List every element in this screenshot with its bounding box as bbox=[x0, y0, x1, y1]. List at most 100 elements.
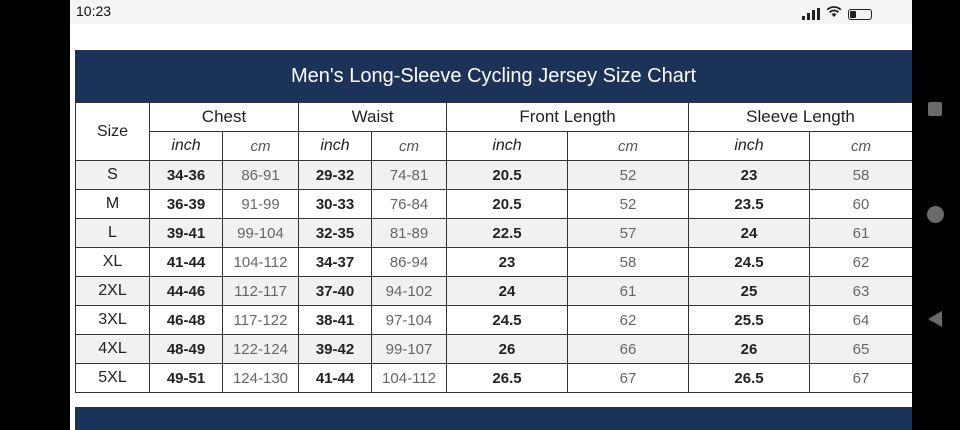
table-cell: 48-49 bbox=[149, 334, 223, 364]
size-cell: S bbox=[75, 160, 150, 190]
signal-icon bbox=[802, 8, 820, 20]
table-cell: 32-35 bbox=[298, 218, 373, 248]
status-time: 10:23 bbox=[76, 3, 112, 19]
table-cell: 39-41 bbox=[149, 218, 223, 248]
table-cell: 52 bbox=[567, 160, 690, 190]
table-cell: 24 bbox=[446, 276, 569, 306]
table-cell: 36-39 bbox=[149, 189, 223, 219]
table-cell: 64 bbox=[809, 305, 912, 335]
table-cell: 112-117 bbox=[221, 276, 300, 306]
table-cell: 86-91 bbox=[221, 160, 300, 190]
table-cell: 29-32 bbox=[298, 160, 373, 190]
table-cell: 61 bbox=[809, 218, 912, 248]
size-header: Size bbox=[75, 102, 150, 161]
unit-header: cm bbox=[221, 131, 300, 161]
status-icons bbox=[802, 5, 872, 23]
table-cell: 39-42 bbox=[298, 334, 373, 364]
status-bar: 10:23 bbox=[70, 0, 912, 24]
table-cell: 26.5 bbox=[446, 363, 569, 393]
screen: 10:23 Men's Long-Sleeve Cycling Jersey S… bbox=[70, 0, 912, 430]
unit-header: inch bbox=[446, 131, 569, 161]
table-cell: 20.5 bbox=[446, 189, 569, 219]
table-row: 4XL 48-49 122-124 39-42 99-107 26 66 26 65 bbox=[75, 334, 912, 364]
size-cell: M bbox=[75, 189, 150, 219]
table-cell: 49-51 bbox=[149, 363, 223, 393]
table-cell: 66 bbox=[567, 334, 690, 364]
table-cell: 24.5 bbox=[688, 247, 811, 277]
table-cell: 62 bbox=[567, 305, 690, 335]
table-cell: 52 bbox=[567, 189, 690, 219]
table-cell: 57 bbox=[567, 218, 690, 248]
unit-header: cm bbox=[567, 131, 690, 161]
wifi-icon bbox=[826, 5, 842, 23]
table-cell: 26 bbox=[688, 334, 811, 364]
recents-icon[interactable] bbox=[928, 102, 942, 116]
table-cell: 122-124 bbox=[221, 334, 300, 364]
back-icon[interactable] bbox=[928, 311, 942, 327]
table-cell: 24.5 bbox=[446, 305, 569, 335]
table-cell: 38-41 bbox=[298, 305, 373, 335]
table-cell: 46-48 bbox=[149, 305, 223, 335]
unit-header: cm bbox=[371, 131, 448, 161]
table-cell: 104-112 bbox=[221, 247, 300, 277]
chart-title: Men's Long-Sleeve Cycling Jersey Size Ch… bbox=[75, 50, 912, 102]
table-cell: 74-81 bbox=[371, 160, 448, 190]
table-body: S 34-36 86-91 29-32 74-81 20.5 52 23 58 M 36-39 91-… bbox=[75, 160, 912, 393]
table-cell: 67 bbox=[567, 363, 690, 393]
group-header-front-length: Front Length bbox=[446, 102, 690, 132]
table-cell: 20.5 bbox=[446, 160, 569, 190]
table-cell: 104-112 bbox=[371, 363, 448, 393]
table-cell: 99-107 bbox=[371, 334, 448, 364]
table-cell: 58 bbox=[809, 160, 912, 190]
table-cell: 44-46 bbox=[149, 276, 223, 306]
table-cell: 25 bbox=[688, 276, 811, 306]
unit-header: inch bbox=[149, 131, 223, 161]
size-cell: 2XL bbox=[75, 276, 150, 306]
table-cell: 23 bbox=[446, 247, 569, 277]
table-cell: 65 bbox=[809, 334, 912, 364]
group-header-chest: Chest bbox=[148, 102, 300, 132]
table-cell: 37-40 bbox=[298, 276, 373, 306]
group-header-waist: Waist bbox=[298, 102, 448, 132]
table-cell: 117-122 bbox=[221, 305, 300, 335]
home-icon[interactable] bbox=[927, 206, 944, 223]
group-header-sleeve-length: Sleeve Length bbox=[688, 102, 912, 132]
table-row: XL 41-44 104-112 34-37 86-94 23 58 24.5 62 bbox=[75, 247, 912, 277]
table-row: M 36-39 91-99 30-33 76-84 20.5 52 23.5 60 bbox=[75, 189, 912, 219]
table-row: 5XL 49-51 124-130 41-44 104-112 26.5 67 26.5 67 bbox=[75, 363, 912, 393]
table-cell: 62 bbox=[809, 247, 912, 277]
size-cell: 3XL bbox=[75, 305, 150, 335]
size-cell: 4XL bbox=[75, 334, 150, 364]
size-cell: L bbox=[75, 218, 150, 248]
table-cell: 124-130 bbox=[221, 363, 300, 393]
table-cell: 41-44 bbox=[298, 363, 373, 393]
table-cell: 34-36 bbox=[149, 160, 223, 190]
size-cell: 5XL bbox=[75, 363, 150, 393]
table-cell: 91-99 bbox=[221, 189, 300, 219]
table-cell: 41-44 bbox=[149, 247, 223, 277]
table-cell: 26 bbox=[446, 334, 569, 364]
table-cell: 23.5 bbox=[688, 189, 811, 219]
table-cell: 86-94 bbox=[371, 247, 448, 277]
table-row: L 39-41 99-104 32-35 81-89 22.5 57 24 61 bbox=[75, 218, 912, 248]
table-cell: 26.5 bbox=[688, 363, 811, 393]
size-chart: Men's Long-Sleeve Cycling Jersey Size Ch… bbox=[75, 50, 912, 393]
table-cell: 60 bbox=[809, 189, 912, 219]
table-cell: 22.5 bbox=[446, 218, 569, 248]
table-cell: 67 bbox=[809, 363, 912, 393]
table-row: 3XL 46-48 117-122 38-41 97-104 24.5 62 25.5 64 bbox=[75, 305, 912, 335]
table-row: S 34-36 86-91 29-32 74-81 20.5 52 23 58 bbox=[75, 160, 912, 190]
table-cell: 63 bbox=[809, 276, 912, 306]
table-cell: 24 bbox=[688, 218, 811, 248]
size-table: Size Chest Waist Front Length Sleeve Len… bbox=[75, 102, 912, 393]
table-cell: 34-37 bbox=[298, 247, 373, 277]
table-cell: 61 bbox=[567, 276, 690, 306]
size-cell: XL bbox=[75, 247, 150, 277]
table-cell: 58 bbox=[567, 247, 690, 277]
unit-header: inch bbox=[688, 131, 811, 161]
battery-icon bbox=[848, 8, 872, 20]
table-cell: 99-104 bbox=[221, 218, 300, 248]
table-cell: 23 bbox=[688, 160, 811, 190]
table-cell: 94-102 bbox=[371, 276, 448, 306]
table-cell: 81-89 bbox=[371, 218, 448, 248]
